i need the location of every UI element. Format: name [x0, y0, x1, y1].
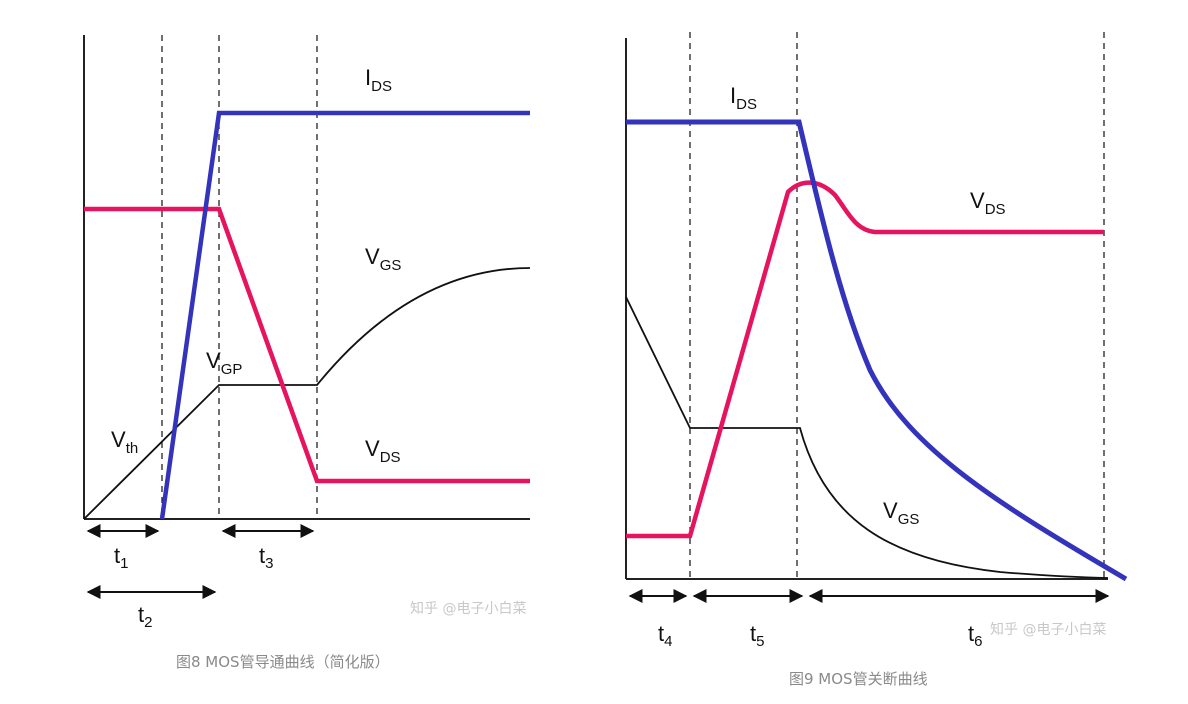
fig9-t4-label: t4	[658, 621, 672, 650]
fig8-t3-label: t3	[259, 543, 273, 572]
fig8-vds-label: VDS	[365, 436, 401, 466]
fig8-vgs-curve	[83, 267, 531, 520]
fig8-t1-label: t1	[114, 543, 128, 572]
fig9-t6-label: t6	[968, 621, 982, 650]
fig9-vds-label: VDS	[970, 188, 1006, 218]
fig9-vgs-label: VGS	[883, 498, 919, 528]
fig8-vgp-label: VGP	[206, 348, 242, 378]
fig8-vth-label: Vth	[111, 427, 138, 457]
fig9-ids-curve	[626, 119, 1128, 582]
fig9-caption: 图9 MOS管关断曲线	[789, 670, 928, 688]
fig9-vds-curve	[626, 180, 1104, 539]
fig8-t2-label: t2	[138, 602, 152, 631]
fig9-vgs-curve	[625, 296, 1109, 579]
fig8-vds-curve	[84, 206, 530, 484]
fig9-t5-label: t5	[750, 621, 764, 650]
fig8-vgs-label: VGS	[365, 244, 401, 274]
fig9-turn-off-diagram: IDS VDS VGS t4 t5 t6 知乎 @电子小白菜 图9 MOS管关断…	[625, 32, 1128, 688]
fig8-caption: 图8 MOS管导通曲线（简化版）	[176, 653, 390, 671]
fig8-ids-curve	[159, 110, 530, 520]
fig9-ids-label: IDS	[730, 83, 757, 113]
fig8-watermark: 知乎 @电子小白菜	[410, 600, 526, 617]
fig8-turn-on-diagram: IDS VGS VGP Vth VDS t1 t3 t2 知乎 @电子小白菜 图…	[83, 35, 531, 671]
fig9-watermark: 知乎 @电子小白菜	[990, 621, 1106, 638]
fig8-ids-label: IDS	[365, 65, 392, 95]
